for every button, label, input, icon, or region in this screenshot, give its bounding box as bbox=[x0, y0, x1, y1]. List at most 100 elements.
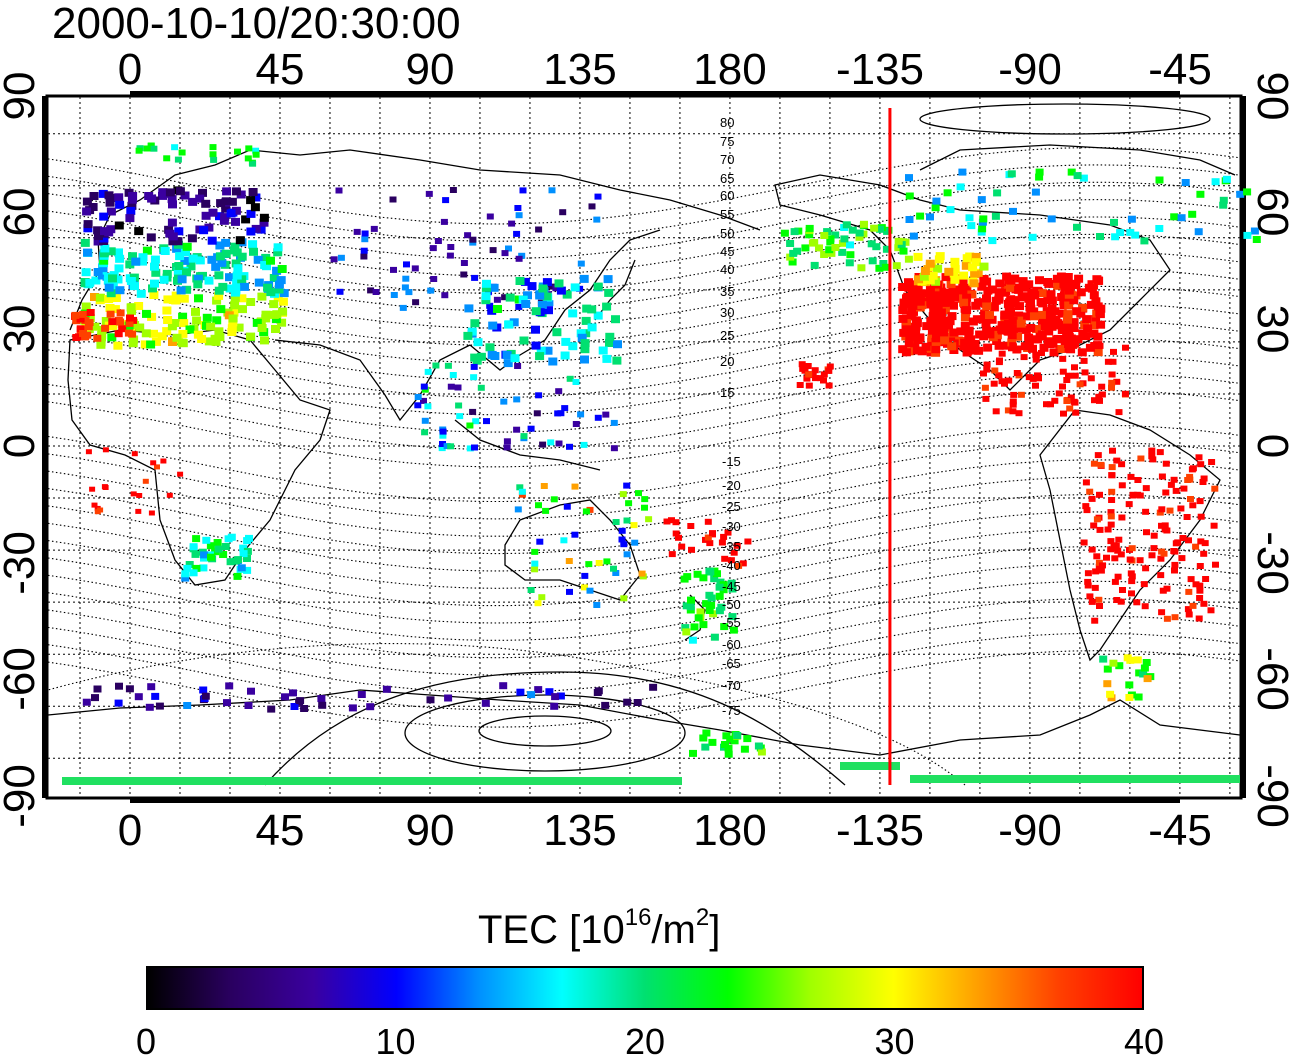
tec-cell bbox=[501, 294, 509, 301]
tec-cell bbox=[125, 319, 134, 327]
tec-cell bbox=[941, 273, 951, 282]
mlat-contour bbox=[47, 511, 1241, 589]
tec-cell bbox=[1180, 485, 1188, 492]
tec-cell bbox=[917, 347, 927, 356]
tec-cell bbox=[214, 286, 224, 295]
tec-cell bbox=[868, 257, 877, 265]
tec-cell bbox=[1032, 351, 1040, 358]
tec-cell bbox=[593, 311, 603, 320]
contour-label: -50 bbox=[722, 597, 741, 612]
tec-cell bbox=[1009, 296, 1019, 305]
tec-cell bbox=[442, 197, 450, 204]
tec-cell bbox=[730, 549, 738, 556]
tec-cell bbox=[424, 403, 432, 410]
tec-cell bbox=[587, 305, 597, 314]
x-tick-bottom: 180 bbox=[693, 806, 766, 855]
tec-cell bbox=[199, 564, 208, 572]
tec-cell bbox=[1069, 318, 1079, 327]
tec-cell bbox=[743, 735, 752, 743]
tec-cell bbox=[1108, 371, 1116, 378]
tec-cell bbox=[965, 214, 974, 222]
contour-label: 35 bbox=[720, 284, 734, 299]
tec-cell bbox=[533, 410, 541, 417]
tec-cell bbox=[1039, 343, 1049, 352]
tec-cell bbox=[227, 197, 237, 206]
tec-cell bbox=[278, 307, 288, 316]
tec-cell bbox=[79, 310, 88, 318]
tec-cell bbox=[449, 187, 457, 193]
tec-cell bbox=[490, 352, 500, 360]
tec-cell bbox=[269, 300, 279, 309]
tec-cell bbox=[216, 305, 226, 314]
mlat-contour bbox=[47, 355, 1241, 433]
tec-cell bbox=[208, 208, 218, 217]
tec-cell bbox=[1148, 447, 1156, 454]
tec-cell bbox=[230, 301, 240, 310]
tec-cell bbox=[982, 294, 991, 303]
tec-cell bbox=[920, 267, 930, 275]
tec-cell bbox=[978, 225, 987, 233]
tec-cell bbox=[252, 147, 260, 154]
tec-cell bbox=[177, 338, 187, 347]
tec-cell bbox=[1184, 477, 1192, 483]
y-tick-left: 90 bbox=[0, 72, 44, 121]
tec-cell bbox=[1043, 278, 1053, 286]
tec-cell bbox=[439, 428, 447, 435]
tec-cell bbox=[531, 566, 539, 573]
tec-cell bbox=[961, 261, 971, 270]
tec-cell bbox=[991, 212, 1000, 220]
tec-cell bbox=[470, 319, 480, 328]
x-tick-top: 0 bbox=[118, 45, 142, 94]
tec-cell bbox=[535, 392, 543, 399]
tec-cell bbox=[935, 252, 945, 261]
tec-cell bbox=[786, 253, 795, 261]
tec-cell bbox=[566, 375, 574, 382]
tec-cell bbox=[118, 325, 127, 333]
colorbar-title-unit-exponent: 2 bbox=[695, 904, 710, 931]
tec-cell bbox=[1140, 237, 1149, 245]
tec-cell bbox=[582, 508, 590, 515]
tec-cell bbox=[1160, 550, 1168, 557]
tec-cell bbox=[1099, 562, 1106, 569]
tec-cell bbox=[1106, 690, 1115, 698]
tec-cell bbox=[1187, 496, 1194, 502]
mlat-contour bbox=[47, 251, 1241, 329]
tec-cell bbox=[106, 207, 116, 216]
tec-cell bbox=[1098, 383, 1106, 390]
tec-cell bbox=[1014, 311, 1024, 320]
tec-cell bbox=[964, 332, 974, 340]
tec-cell bbox=[990, 380, 998, 387]
tec-cell bbox=[571, 531, 579, 538]
tec-cell bbox=[212, 296, 222, 305]
tec-cell bbox=[192, 535, 201, 543]
tec-cell bbox=[623, 551, 631, 558]
tec-cell bbox=[256, 225, 266, 234]
tec-cell bbox=[135, 147, 143, 154]
tec-cell bbox=[610, 445, 618, 452]
tec-cell bbox=[715, 583, 724, 591]
tec-cell bbox=[83, 248, 92, 257]
tec-cell bbox=[687, 596, 695, 604]
tec-cell bbox=[150, 262, 159, 271]
colorbar-title-end: ] bbox=[709, 908, 721, 952]
tec-cell bbox=[126, 314, 134, 322]
tec-cell bbox=[83, 224, 93, 233]
tec-cell bbox=[786, 240, 795, 247]
tec-cell bbox=[515, 212, 523, 219]
tec-cell bbox=[81, 268, 91, 277]
tec-cell bbox=[138, 253, 148, 262]
tec-cell bbox=[968, 263, 978, 272]
tec-cell bbox=[267, 705, 276, 713]
tec-cell bbox=[881, 263, 890, 271]
tec-cell bbox=[193, 330, 203, 339]
tec-cell bbox=[556, 692, 565, 700]
tec-cell bbox=[236, 190, 246, 199]
tec-cell bbox=[1009, 342, 1017, 349]
tec-cell bbox=[274, 285, 284, 294]
tec-cell bbox=[1178, 555, 1186, 562]
tec-cell bbox=[757, 748, 766, 756]
tec-cell bbox=[402, 275, 410, 282]
tec-cell bbox=[1047, 322, 1057, 331]
tec-cell bbox=[1091, 397, 1098, 404]
tec-cell bbox=[147, 683, 156, 691]
